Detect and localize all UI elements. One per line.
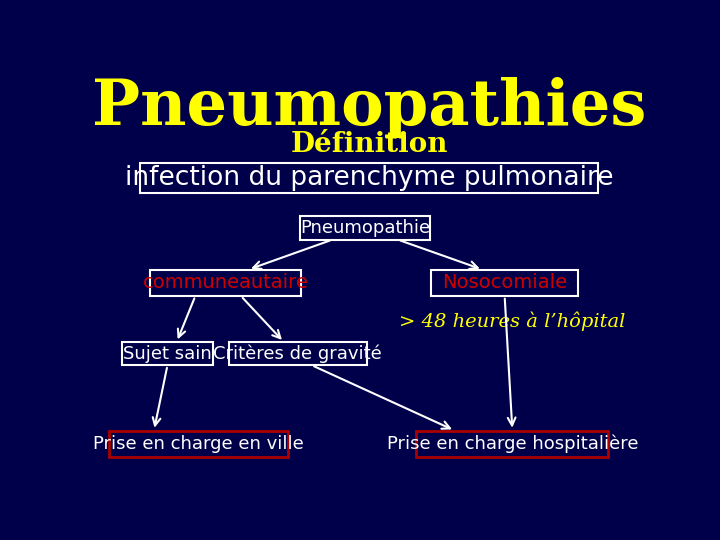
Text: infection du parenchyme pulmonaire: infection du parenchyme pulmonaire	[125, 165, 613, 191]
FancyBboxPatch shape	[140, 164, 598, 193]
Text: Définition: Définition	[290, 131, 448, 158]
Text: Sujet sain: Sujet sain	[123, 345, 212, 362]
FancyBboxPatch shape	[229, 342, 366, 365]
FancyBboxPatch shape	[300, 217, 431, 240]
FancyBboxPatch shape	[431, 269, 578, 296]
Text: Prise en charge hospitalière: Prise en charge hospitalière	[387, 434, 638, 453]
FancyBboxPatch shape	[122, 342, 213, 365]
FancyBboxPatch shape	[109, 430, 287, 457]
Text: Nosocomiale: Nosocomiale	[442, 273, 567, 292]
Text: Pneumopathies: Pneumopathies	[92, 77, 646, 138]
Text: Prise en charge en ville: Prise en charge en ville	[93, 435, 304, 453]
Text: Critères de gravité: Critères de gravité	[213, 345, 382, 363]
Text: > 48 heures à l’hôpital: > 48 heures à l’hôpital	[399, 312, 626, 331]
FancyBboxPatch shape	[416, 430, 608, 457]
Text: communeautaire: communeautaire	[143, 273, 309, 292]
Text: Pneumopathie: Pneumopathie	[300, 219, 430, 237]
FancyBboxPatch shape	[150, 269, 301, 296]
